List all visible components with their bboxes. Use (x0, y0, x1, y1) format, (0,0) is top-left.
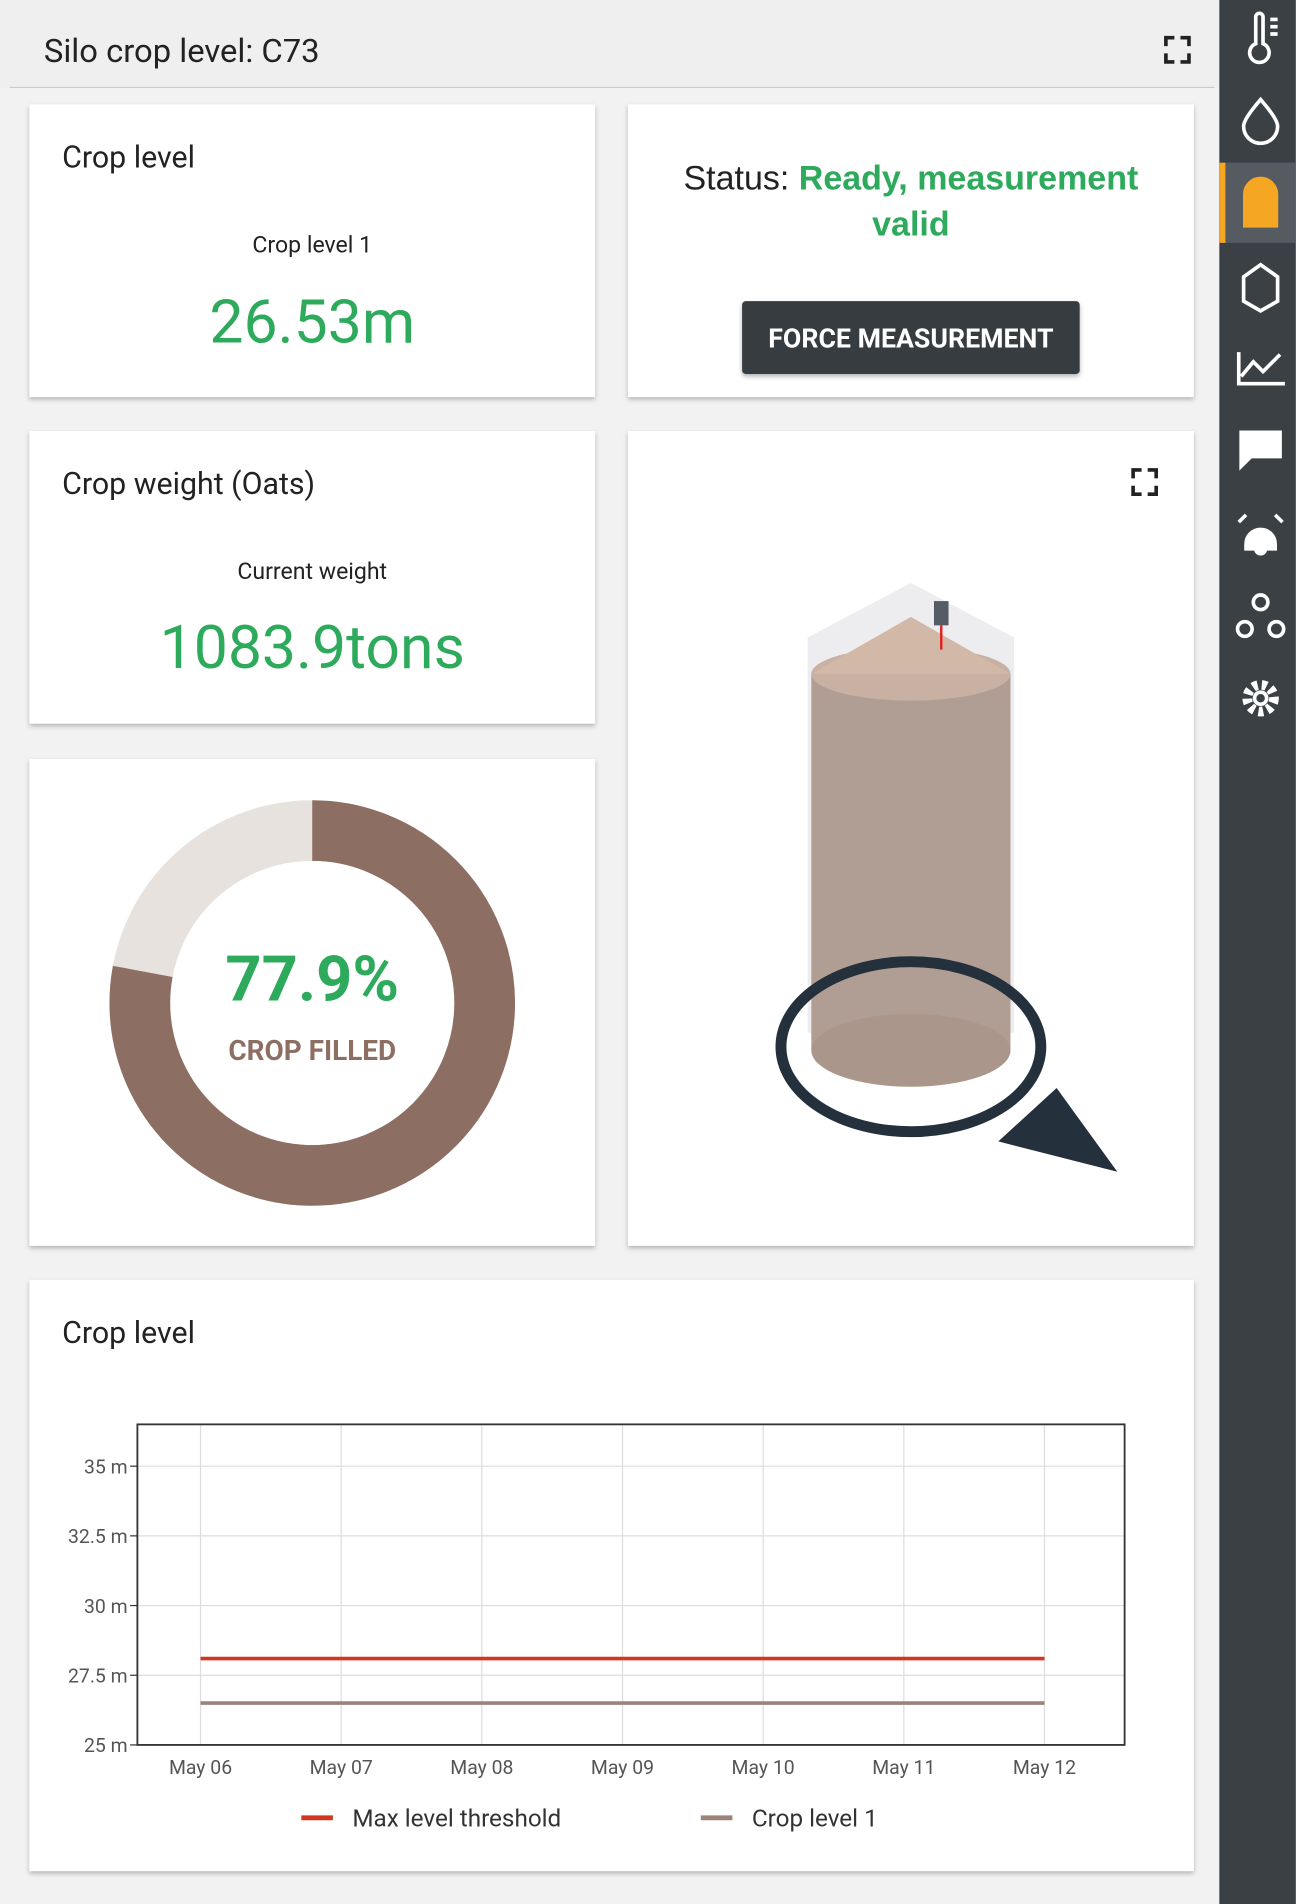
value: 1083.9tons (160, 612, 465, 683)
y-tick-label: 25 m (84, 1734, 128, 1757)
status-text: Ready, measurement valid (798, 159, 1139, 243)
gauge-value: 77.9% (225, 943, 399, 1017)
fullscreen-icon[interactable] (1131, 468, 1158, 497)
card-title: Crop level (62, 141, 195, 176)
x-tick-label: May 08 (450, 1756, 513, 1779)
gauge-arc (109, 800, 516, 1206)
card (29, 104, 596, 398)
sidebar-icons[interactable] (1235, 11, 1286, 717)
card-title: Crop weight (Oats) (62, 467, 315, 502)
card (29, 431, 596, 724)
x-tick-label: May 11 (872, 1756, 935, 1779)
x-tick-label: May 07 (310, 1756, 373, 1779)
active-indicator (1219, 162, 1226, 243)
force-button[interactable] (742, 301, 1080, 374)
button-label[interactable]: FORCE MEASUREMENT (768, 322, 1054, 354)
x-tick-label: May 09 (591, 1756, 654, 1779)
legend-label: Crop level 1 (752, 1803, 878, 1832)
value-label: Current weight (237, 558, 387, 585)
silo-3d (775, 582, 1118, 1172)
header-bar (0, 0, 1220, 88)
header-title: Silo crop level: C73 (44, 33, 320, 71)
fullscreen-icon[interactable] (1164, 35, 1191, 64)
sidebar (1219, 0, 1296, 1904)
x-tick-label: May 06 (169, 1756, 232, 1779)
status-box: Status: Ready, measurement valid (683, 159, 1139, 243)
x-tick-label: May 10 (732, 1756, 795, 1779)
y-tick-label: 35 m (84, 1455, 128, 1478)
value: 26.53m (209, 286, 415, 357)
gauge-caption: CROP FILLED (228, 1034, 396, 1067)
chart-title: Crop level (62, 1316, 195, 1351)
y-tick-label: 30 m (84, 1595, 128, 1618)
y-tick-label: 27.5 m (68, 1665, 128, 1688)
value-label: Crop level 1 (252, 232, 372, 259)
legend-label: Max level threshold (352, 1803, 561, 1832)
card (29, 1279, 1194, 1872)
plot-frame (136, 1423, 1126, 1746)
x-tick-label: May 12 (1013, 1756, 1076, 1779)
status-label: Status: (683, 159, 790, 197)
y-tick-label: 32.5 m (68, 1525, 128, 1548)
